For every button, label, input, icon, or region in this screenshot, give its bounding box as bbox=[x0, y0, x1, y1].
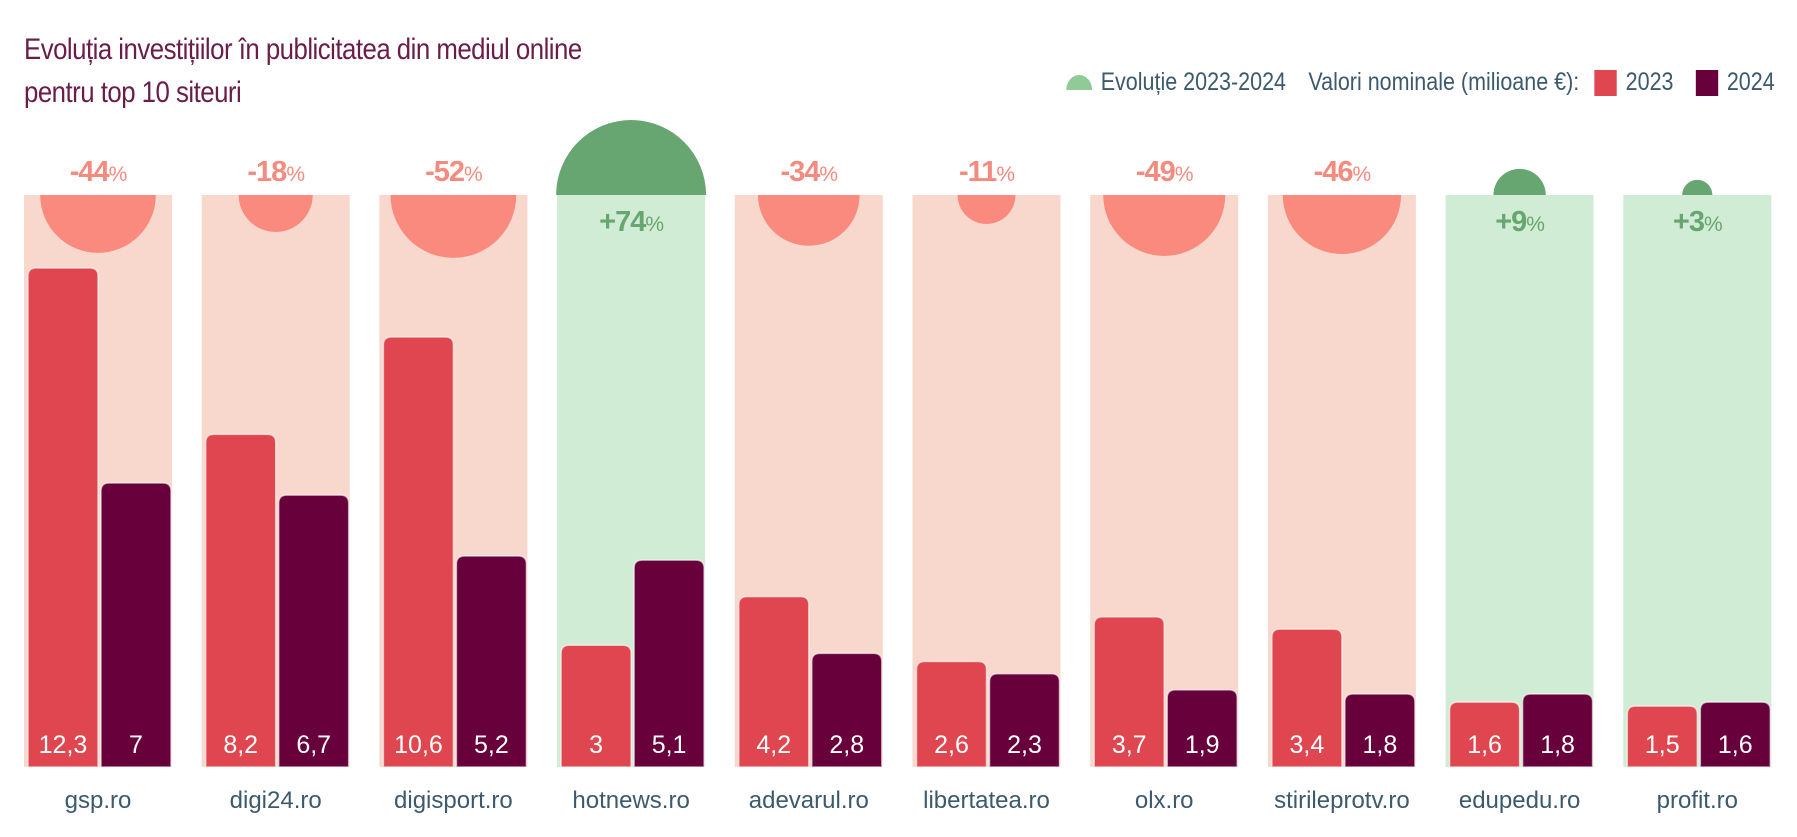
legend-item-values: Valori nominale (milioane €): 2023 bbox=[1309, 68, 1674, 97]
evolution-semicircle bbox=[957, 195, 1016, 224]
evolution-semicircle bbox=[556, 120, 707, 195]
evolution-label: +74% bbox=[599, 206, 663, 238]
legend-values-label: Valori nominale (milioane €): bbox=[1308, 68, 1580, 96]
evolution-label: -52% bbox=[425, 156, 482, 188]
evolution-label: -49% bbox=[1136, 156, 1193, 188]
bar-2023 bbox=[1448, 701, 1521, 768]
legend-item-evolution: Evoluție 2023-2024 bbox=[1066, 68, 1287, 97]
evolution-semicircle bbox=[390, 195, 517, 258]
category-label: profit.ro bbox=[1657, 787, 1738, 814]
evolution-semicircle bbox=[1493, 168, 1546, 195]
category-label: adevarul.ro bbox=[749, 787, 869, 814]
bar-2023 bbox=[204, 433, 277, 768]
bar-2023 bbox=[738, 595, 810, 768]
legend-2023-label: 2023 bbox=[1626, 68, 1674, 96]
evolution-semicircle bbox=[757, 195, 860, 246]
bar-value-label: 3 bbox=[589, 731, 603, 759]
evolution-label: -18% bbox=[247, 156, 304, 188]
bar-value-label: 2,8 bbox=[829, 731, 864, 759]
semicircle-icon bbox=[1066, 75, 1093, 90]
bar-value-label: 3,7 bbox=[1112, 731, 1147, 759]
bar-2023 bbox=[1626, 705, 1699, 768]
legend-evolution-label: Evoluție 2023-2024 bbox=[1101, 68, 1287, 96]
bar-2023 bbox=[382, 336, 455, 768]
category-label: stirileprotv.ro bbox=[1274, 787, 1410, 814]
evolution-semicircle bbox=[1103, 195, 1226, 256]
evolution-label: -11% bbox=[959, 156, 1014, 188]
bar-value-label: 2,3 bbox=[1007, 731, 1042, 759]
category-label: hotnews.ro bbox=[572, 787, 689, 814]
evolution-label: +9% bbox=[1495, 206, 1544, 238]
bar-2024 bbox=[100, 482, 172, 768]
bar-2023 bbox=[915, 660, 988, 768]
evolution-label: -44% bbox=[70, 156, 127, 188]
bar-value-label: 1,9 bbox=[1185, 731, 1220, 759]
panel-background bbox=[1445, 195, 1594, 767]
category-label: digi24.ro bbox=[230, 787, 322, 814]
category-label: olx.ro bbox=[1135, 787, 1194, 814]
bar-2024 bbox=[1344, 693, 1416, 768]
category-label: gsp.ro bbox=[65, 787, 132, 814]
legend-swatch-2023 bbox=[1595, 69, 1618, 96]
evolution-semicircle bbox=[40, 195, 156, 253]
bar-value-label: 3,4 bbox=[1290, 731, 1325, 759]
chart-title: Evoluția investițiilor în publicitatea d… bbox=[24, 28, 582, 114]
bar-2024 bbox=[277, 494, 350, 768]
bar-value-label: 4,2 bbox=[756, 731, 791, 759]
category-label: edupedu.ro bbox=[1459, 787, 1580, 814]
bar-value-label: 1,6 bbox=[1718, 731, 1753, 759]
evolution-semicircle bbox=[1282, 195, 1402, 255]
category-label: digisport.ro bbox=[394, 787, 513, 814]
bar-value-label: 1,6 bbox=[1467, 731, 1502, 759]
evolution-semicircle bbox=[238, 195, 313, 232]
bar-2024 bbox=[811, 652, 883, 768]
legend: Evoluție 2023-2024 Valori nominale (mili… bbox=[1044, 68, 1775, 97]
panel-background bbox=[1623, 195, 1772, 767]
chart-title-line-2: pentru top 10 siteuri bbox=[24, 76, 242, 109]
bar-2024 bbox=[1521, 693, 1594, 768]
bar-2023 bbox=[27, 267, 99, 768]
bar-value-label: 5,1 bbox=[652, 731, 687, 759]
legend-item-2024: 2024 bbox=[1696, 68, 1775, 97]
legend-2024-label: 2024 bbox=[1727, 68, 1775, 96]
bar-value-label: 5,2 bbox=[474, 731, 509, 759]
legend-swatch-2024 bbox=[1696, 69, 1719, 96]
evolution-label: +3% bbox=[1673, 206, 1722, 238]
evolution-semicircle bbox=[1682, 179, 1713, 195]
bar-value-label: 2,6 bbox=[934, 731, 969, 759]
bar-value-label: 12,3 bbox=[39, 731, 88, 759]
bar-2024 bbox=[988, 672, 1061, 768]
bar-value-label: 7 bbox=[129, 731, 143, 759]
bar-value-label: 1,8 bbox=[1540, 731, 1575, 759]
bar-value-label: 10,6 bbox=[394, 731, 443, 759]
evolution-label: -34% bbox=[780, 156, 837, 188]
bar-2024 bbox=[455, 555, 528, 768]
bar-2024 bbox=[1699, 701, 1772, 768]
chart-title-line-1: Evoluția investițiilor în publicitatea d… bbox=[24, 33, 582, 66]
category-label: libertatea.ro bbox=[923, 787, 1050, 814]
bar-2023 bbox=[1271, 628, 1343, 768]
bar-value-label: 6,7 bbox=[296, 731, 331, 759]
bar-2023 bbox=[1093, 616, 1165, 768]
evolution-label: -46% bbox=[1314, 156, 1371, 188]
bar-2024 bbox=[1166, 689, 1238, 768]
bar-2023 bbox=[560, 644, 632, 768]
bar-value-label: 1,5 bbox=[1645, 731, 1680, 759]
bar-2024 bbox=[633, 559, 705, 768]
bar-value-label: 1,8 bbox=[1363, 731, 1398, 759]
bar-value-label: 8,2 bbox=[223, 731, 258, 759]
